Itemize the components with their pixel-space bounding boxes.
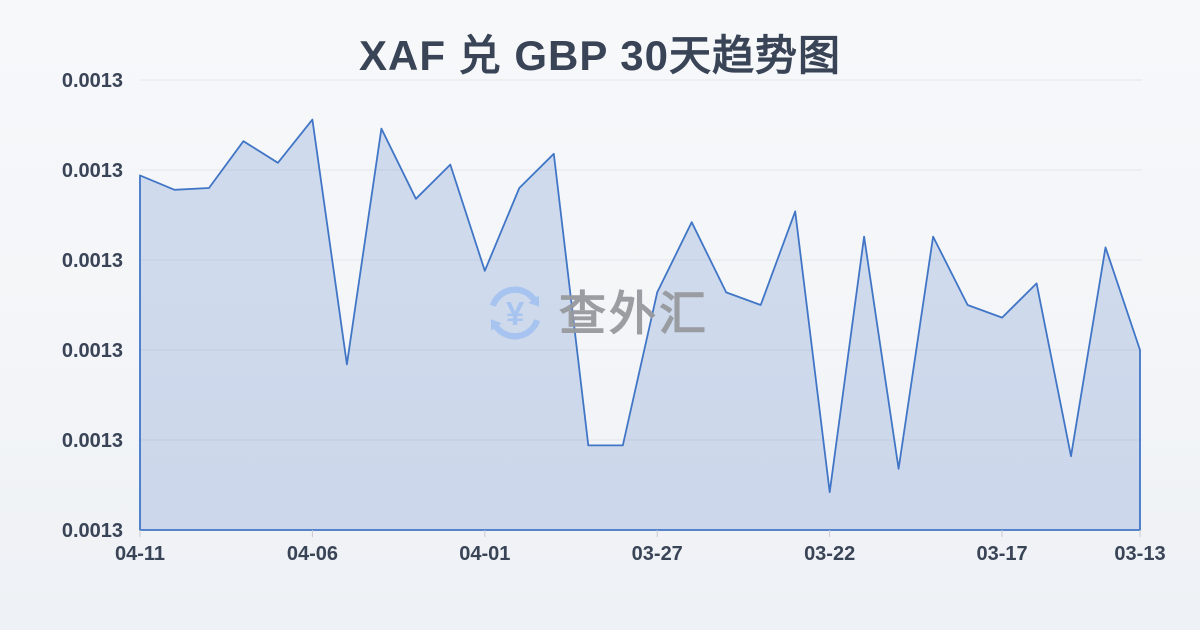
y-tick-label: 0.0013 xyxy=(62,430,123,452)
x-tick-label: 04-11 xyxy=(115,543,165,565)
x-tick-label: 03-17 xyxy=(976,543,1027,565)
y-tick-label: 0.0013 xyxy=(62,250,123,272)
x-tick-label: 03-27 xyxy=(632,543,683,565)
chart-area-series xyxy=(139,118,1141,531)
x-tick-label: 03-13 xyxy=(1114,543,1165,565)
y-tick-label: 0.0013 xyxy=(62,520,123,542)
y-tick-label: 0.0013 xyxy=(62,340,123,362)
x-tick-label: 04-01 xyxy=(459,543,510,565)
x-tick-label: 03-22 xyxy=(804,543,855,565)
chart-title: XAF 兑 GBP 30天趋势图 xyxy=(359,32,841,79)
y-tick-label: 0.0013 xyxy=(62,160,123,182)
x-tick-label: 04-06 xyxy=(287,543,338,565)
y-tick-label: 0.0013 xyxy=(62,70,123,92)
